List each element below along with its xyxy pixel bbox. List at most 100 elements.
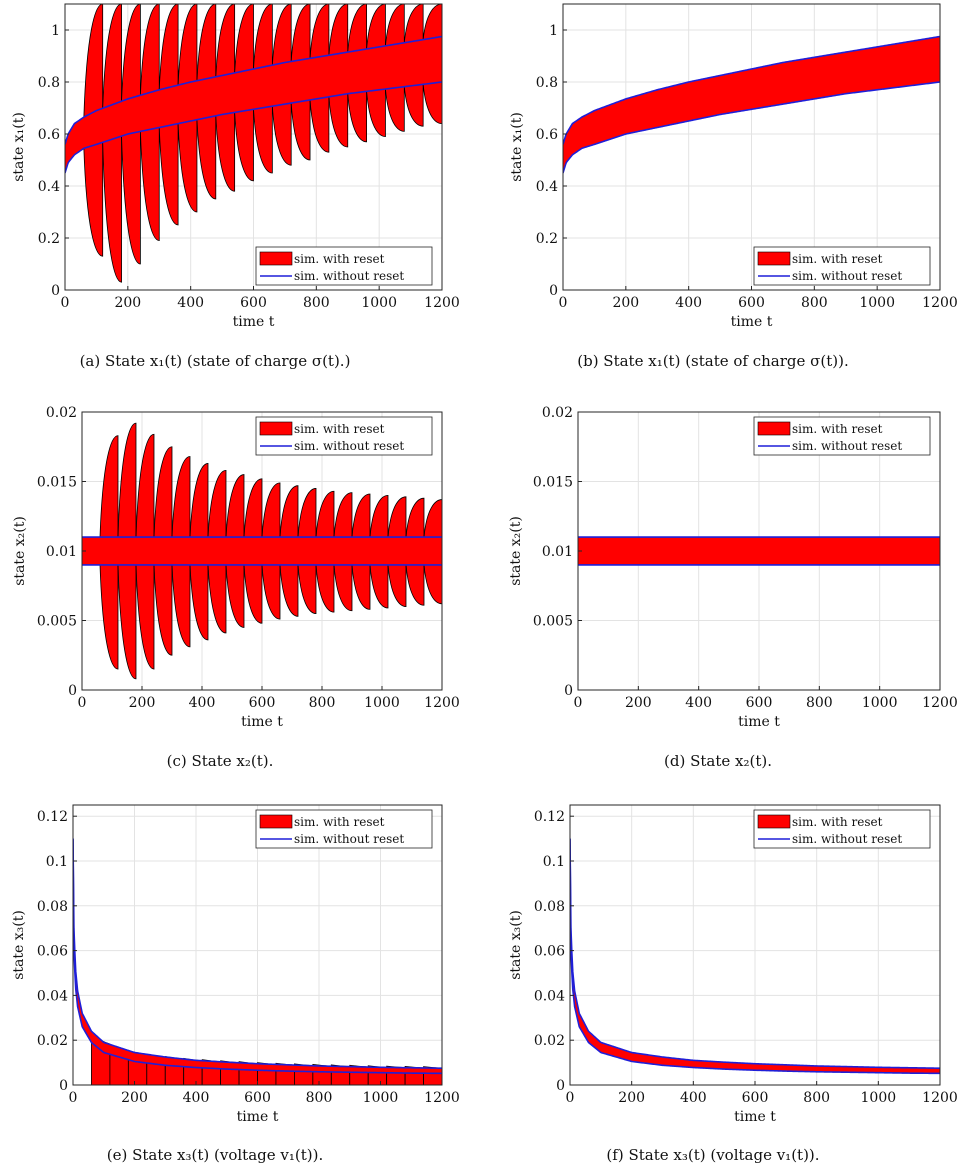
y-axis-label: state x₃(t) — [11, 910, 27, 980]
legend-label-without-reset: sim. without reset — [792, 269, 902, 283]
y-tick-label: 0.1 — [543, 854, 565, 870]
x-tick-label: 1000 — [363, 1090, 399, 1106]
y-tick-label: 0.12 — [37, 809, 68, 825]
subplot-a: 0 200 400 600 800 1000 1200 0 0.2 0.4 0.6 0.8 1 time … — [11, 3, 460, 370]
band-upper-line-f — [570, 838, 940, 1069]
subplot-caption: (f) State x₃(t) (voltage v₁(t)). — [606, 1146, 819, 1164]
legend-swatch-with-reset — [259, 814, 293, 829]
legend: sim. with reset sim. without reset — [255, 246, 433, 286]
legend-label-with-reset: sim. with reset — [294, 422, 385, 436]
y-tick-label: 0.04 — [534, 988, 565, 1004]
legend: sim. with reset sim. without reset — [255, 809, 433, 849]
x-tick-label: 1000 — [861, 1090, 897, 1106]
legend-label-with-reset: sim. with reset — [294, 815, 385, 829]
y-tick-label: 0.015 — [533, 475, 573, 491]
legend: sim. with reset sim. without reset — [255, 416, 433, 456]
subplot-f: 0 200 400 600 800 1000 1200 0 0.02 0.04 0.06 0.08 0.… — [508, 804, 958, 1164]
x-axis-label: time t — [237, 1109, 279, 1125]
x-tick-label: 600 — [244, 1090, 271, 1106]
plot-marks — [65, 4, 442, 283]
x-tick-label: 800 — [306, 1090, 333, 1106]
x-tick-label: 600 — [240, 295, 267, 311]
band-fill-c — [82, 537, 442, 565]
x-tick-label: 1200 — [922, 1090, 958, 1106]
x-axis-label: time t — [734, 1109, 776, 1125]
subplot-caption: (e) State x₃(t) (voltage v₁(t)). — [107, 1146, 323, 1164]
y-axis-label: state x₂(t) — [508, 516, 524, 586]
subplot-caption: (a) State x₁(t) (state of charge σ(t).) — [80, 352, 351, 370]
subplot-d: 0 200 400 600 800 1000 1200 0 0.005 0.01 0.015 0.02… — [508, 405, 958, 770]
legend: sim. with reset sim. without reset — [753, 416, 931, 456]
subplot-b: 0 200 400 600 800 1000 1200 0 0.2 0.4 0.6 0.8 1 time … — [509, 3, 958, 370]
band-fill-e — [73, 838, 442, 1074]
x-tick-label: 1000 — [364, 695, 400, 711]
band-lower-line-a — [65, 81, 442, 174]
y-tick-label: 0.2 — [38, 231, 60, 247]
x-tick-label: 1200 — [424, 295, 460, 311]
band-fill-a — [65, 36, 442, 173]
legend-swatch-with-reset — [757, 251, 791, 266]
y-tick-label: 0.015 — [37, 475, 77, 491]
y-tick-label: 0.04 — [37, 988, 68, 1004]
y-tick-label: 0.8 — [536, 75, 558, 91]
band-fill-b — [563, 36, 940, 173]
x-tick-label: 1000 — [859, 295, 895, 311]
legend-label-without-reset: sim. without reset — [792, 439, 902, 453]
band-upper-line-b — [563, 35, 940, 145]
y-tick-label: 0.06 — [534, 944, 565, 960]
x-tick-label: 1200 — [922, 295, 958, 311]
x-tick-label: 800 — [806, 695, 833, 711]
y-axis-label: state x₁(t) — [11, 112, 27, 182]
legend: sim. with reset sim. without reset — [753, 809, 931, 849]
subplot-caption: (c) State x₂(t). — [167, 752, 274, 770]
subplot-caption: (b) State x₁(t) (state of charge σ(t)). — [577, 352, 849, 370]
x-tick-label: 600 — [738, 295, 765, 311]
x-tick-label: 600 — [742, 1090, 769, 1106]
x-tick-label: 800 — [801, 295, 828, 311]
legend-swatch-with-reset — [259, 421, 293, 436]
y-tick-label: 0.02 — [542, 405, 573, 421]
x-tick-label: 400 — [680, 1090, 707, 1106]
y-tick-label: 0.6 — [536, 127, 558, 143]
legend-label-with-reset: sim. with reset — [294, 252, 385, 266]
y-axis-label: state x₂(t) — [12, 516, 28, 586]
x-tick-label: 1200 — [424, 1090, 460, 1106]
plot-marks — [578, 536, 940, 566]
reset-lobe-a-1 — [102, 4, 122, 283]
x-tick-label: 1000 — [361, 295, 397, 311]
legend-swatch-with-reset — [259, 251, 293, 266]
band-lower-line-b — [563, 81, 940, 174]
x-tick-label: 800 — [803, 1090, 830, 1106]
x-tick-label: 800 — [303, 295, 330, 311]
y-tick-label: 0.01 — [542, 544, 573, 560]
band-lower-line-f — [570, 838, 940, 1075]
x-tick-label: 1200 — [922, 695, 958, 711]
x-axis-label: time t — [233, 314, 275, 330]
legend-label-with-reset: sim. with reset — [792, 815, 883, 829]
x-tick-label: 600 — [746, 695, 773, 711]
legend: sim. with reset sim. without reset — [753, 246, 931, 286]
x-tick-label: 0 — [61, 295, 70, 311]
subplot-c: 0 200 400 600 800 1000 1200 0 0.005 0.01 0.015 0.02… — [12, 405, 460, 770]
x-tick-label: 400 — [685, 695, 712, 711]
y-tick-label: 0 — [68, 683, 77, 699]
legend-swatch-with-reset — [757, 814, 791, 829]
y-tick-label: 0.02 — [37, 1033, 68, 1049]
x-tick-label: 0 — [78, 695, 87, 711]
x-tick-label: 200 — [625, 695, 652, 711]
x-tick-label: 200 — [121, 1090, 148, 1106]
x-tick-label: 600 — [249, 695, 276, 711]
x-tick-label: 0 — [69, 1090, 78, 1106]
x-tick-label: 0 — [559, 295, 568, 311]
y-tick-label: 0 — [51, 283, 60, 299]
y-tick-label: 0 — [549, 283, 558, 299]
x-tick-label: 400 — [183, 1090, 210, 1106]
x-tick-label: 800 — [309, 695, 336, 711]
x-tick-label: 0 — [566, 1090, 575, 1106]
y-tick-label: 0 — [59, 1078, 68, 1094]
legend-label-with-reset: sim. with reset — [792, 252, 883, 266]
x-tick-label: 400 — [675, 295, 702, 311]
y-tick-label: 0.005 — [37, 614, 77, 630]
y-tick-label: 0 — [556, 1078, 565, 1094]
